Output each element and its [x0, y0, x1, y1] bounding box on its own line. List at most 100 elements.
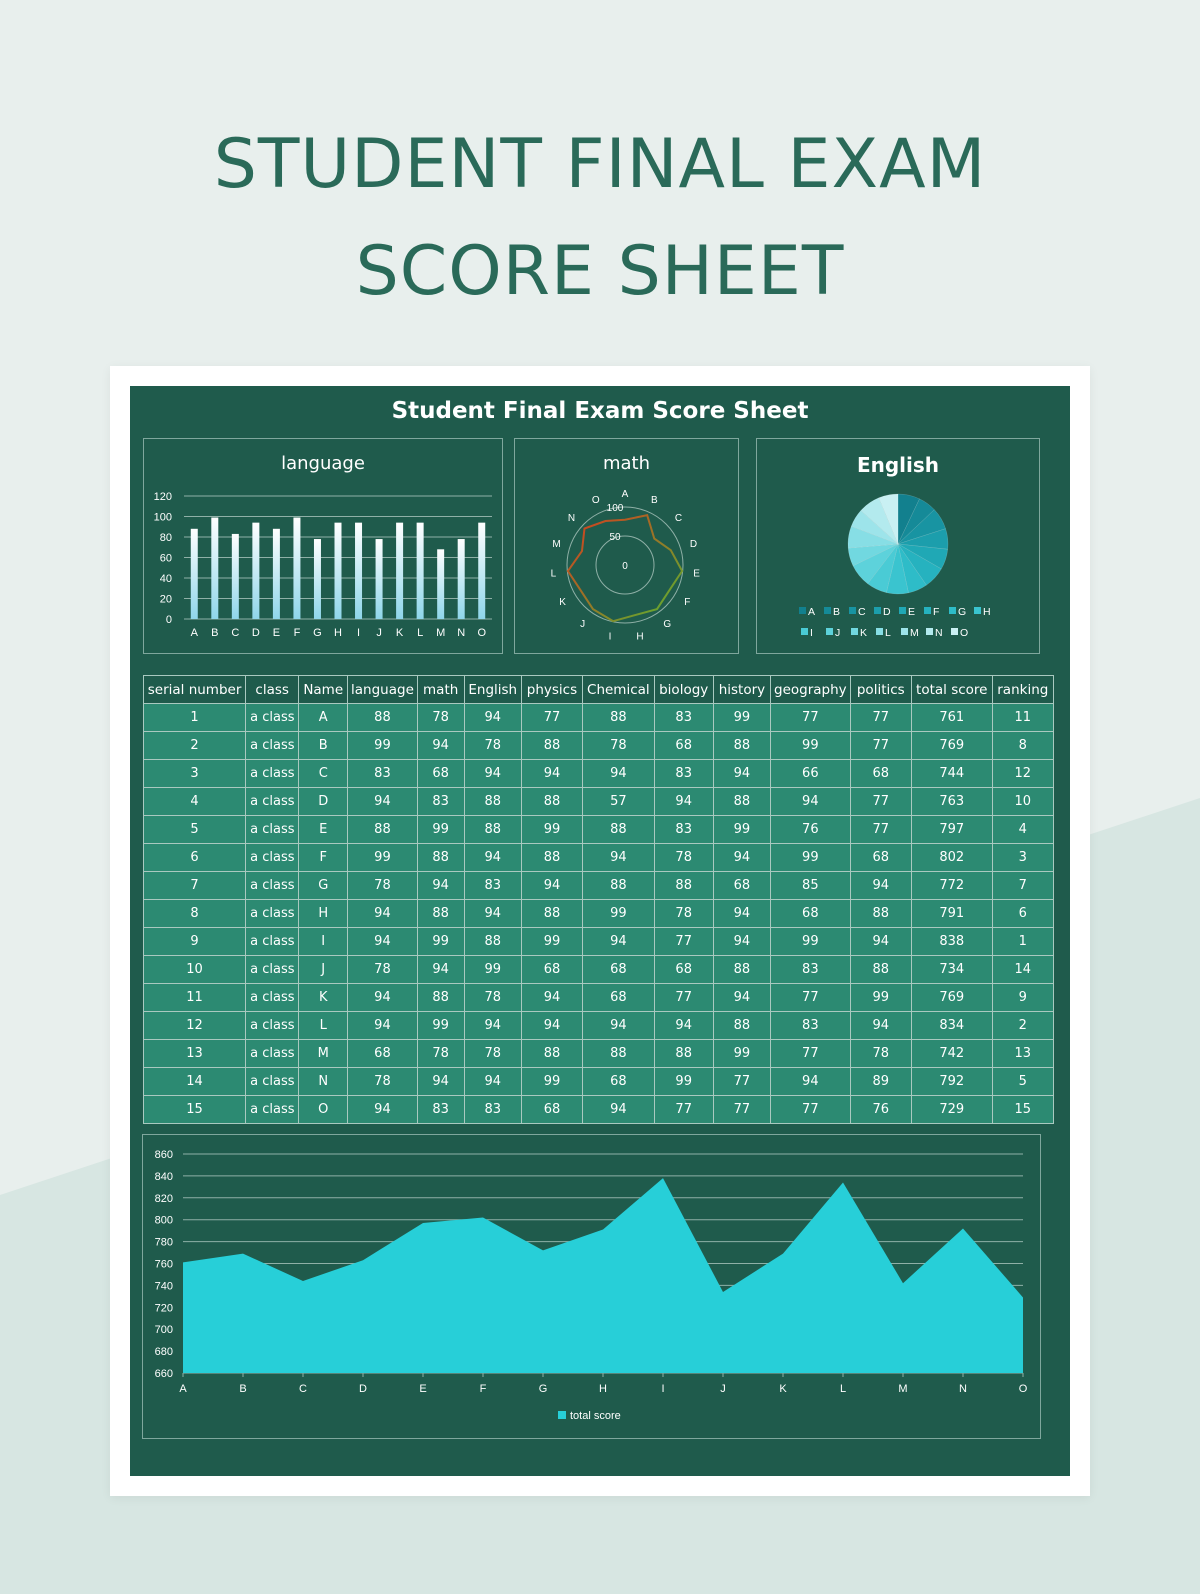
table-cell: 88 [582, 871, 655, 900]
y-tick-label: 680 [155, 1346, 173, 1358]
legend-swatch [899, 607, 906, 614]
y-tick-label: 660 [155, 1368, 173, 1380]
table-cell: 88 [712, 787, 772, 816]
table-row: 12 a class L 94 99 94 94 94 94 88 83 94 834 2 [142, 1011, 1055, 1040]
legend-label: M [910, 627, 919, 639]
table-cell: 88 [849, 955, 912, 984]
table-cell: 57 [582, 787, 655, 816]
bar [375, 539, 383, 619]
table-cell: a class [245, 759, 300, 788]
legend-swatch [801, 628, 808, 635]
table-cell: 83 [770, 1011, 851, 1040]
table-cell: 83 [653, 759, 714, 788]
table-cell: a class [245, 871, 300, 900]
category-label: C [675, 513, 682, 524]
table-cell: 13 [991, 1039, 1055, 1068]
table-cell: G [298, 871, 349, 900]
table-cell: 94 [347, 899, 418, 928]
table-cell: a class [245, 1011, 300, 1040]
legend-swatch [851, 628, 858, 635]
table-cell: O [298, 1095, 349, 1124]
legend-swatch [949, 607, 956, 614]
table-cell: 99 [653, 1067, 714, 1096]
table-cell: 94 [463, 1067, 522, 1096]
table-cell: a class [245, 1067, 300, 1096]
pie-slice [897, 528, 949, 550]
table-cell: 77 [770, 1039, 851, 1068]
table-cell: 5 [142, 815, 247, 844]
table-cell: 68 [653, 955, 714, 984]
legend-swatch [951, 628, 958, 635]
x-tick-label: M [436, 627, 445, 639]
table-cell: 94 [416, 955, 465, 984]
table-cell: a class [245, 843, 300, 872]
table-cell: 68 [347, 1039, 418, 1068]
sheet-title: Student Final Exam Score Sheet [391, 398, 809, 424]
x-tick-label: I [357, 627, 360, 639]
category-label: H [636, 631, 643, 642]
x-tick-label: I [661, 1383, 664, 1395]
table-cell: 88 [520, 899, 584, 928]
table-cell: 88 [582, 815, 655, 844]
table-cell: 94 [520, 871, 584, 900]
category-label: M [552, 539, 560, 550]
pie-slice [847, 543, 899, 567]
table-cell: 88 [347, 703, 418, 732]
table-cell: 734 [910, 955, 993, 984]
table-cell: 77 [770, 1095, 851, 1124]
table-cell: 83 [416, 787, 465, 816]
table-cell: 94 [520, 759, 584, 788]
table-cell: 99 [712, 703, 772, 732]
x-tick-label: H [599, 1383, 607, 1395]
table-cell: 94 [712, 899, 772, 928]
table-cell: B [298, 731, 349, 760]
pie-slice [867, 543, 899, 593]
radial-tick-label: 50 [609, 532, 621, 543]
table-cell: 4 [991, 815, 1055, 844]
table-cell: N [298, 1067, 349, 1096]
table-cell: 94 [712, 983, 772, 1012]
table-cell: a class [245, 1095, 300, 1124]
table-cell: 68 [416, 759, 465, 788]
table-cell: 94 [582, 1095, 655, 1124]
total-score-chart-panel: 660 680 700 720 740 760 780 800 820 840 860 A B C D E F G… [142, 1134, 1041, 1439]
pie-slice [886, 543, 909, 595]
pie-slice [850, 510, 899, 545]
table-cell: 78 [416, 703, 465, 732]
table-cell: 94 [582, 759, 655, 788]
category-label: N [568, 513, 575, 524]
table-cell: 94 [849, 1011, 912, 1040]
x-tick-label: K [779, 1383, 787, 1395]
english-chart-title: English [856, 453, 940, 477]
table-cell: 5 [991, 1067, 1055, 1096]
table-cell: 78 [849, 1039, 912, 1068]
table-cell: 94 [712, 927, 772, 956]
table-cell: 77 [712, 1095, 772, 1124]
table-cell: 94 [712, 759, 772, 788]
legend-label: I [810, 627, 813, 639]
x-tick-label: H [334, 627, 342, 639]
x-tick-label: M [898, 1383, 907, 1395]
table-cell: 88 [582, 703, 655, 732]
table-cell: a class [245, 983, 300, 1012]
table-cell: 94 [582, 1011, 655, 1040]
table-cell: F [298, 843, 349, 872]
table-cell: 838 [910, 927, 993, 956]
y-tick-label: 800 [155, 1215, 173, 1227]
table-cell: 78 [416, 1039, 465, 1068]
table-cell: 1 [142, 703, 247, 732]
table-cell: 802 [910, 843, 993, 872]
radar-ring [566, 506, 684, 624]
y-tick-label: 820 [155, 1193, 173, 1205]
table-cell: 7 [142, 871, 247, 900]
total-score-area-chart: 660 680 700 720 740 760 780 800 820 840 860 A B C D E F G… [155, 1149, 1028, 1422]
table-cell: 88 [463, 787, 522, 816]
category-label: O [592, 495, 600, 506]
y-tick-label: 740 [155, 1280, 173, 1292]
table-cell: 88 [712, 731, 772, 760]
table-cell: 88 [849, 899, 912, 928]
